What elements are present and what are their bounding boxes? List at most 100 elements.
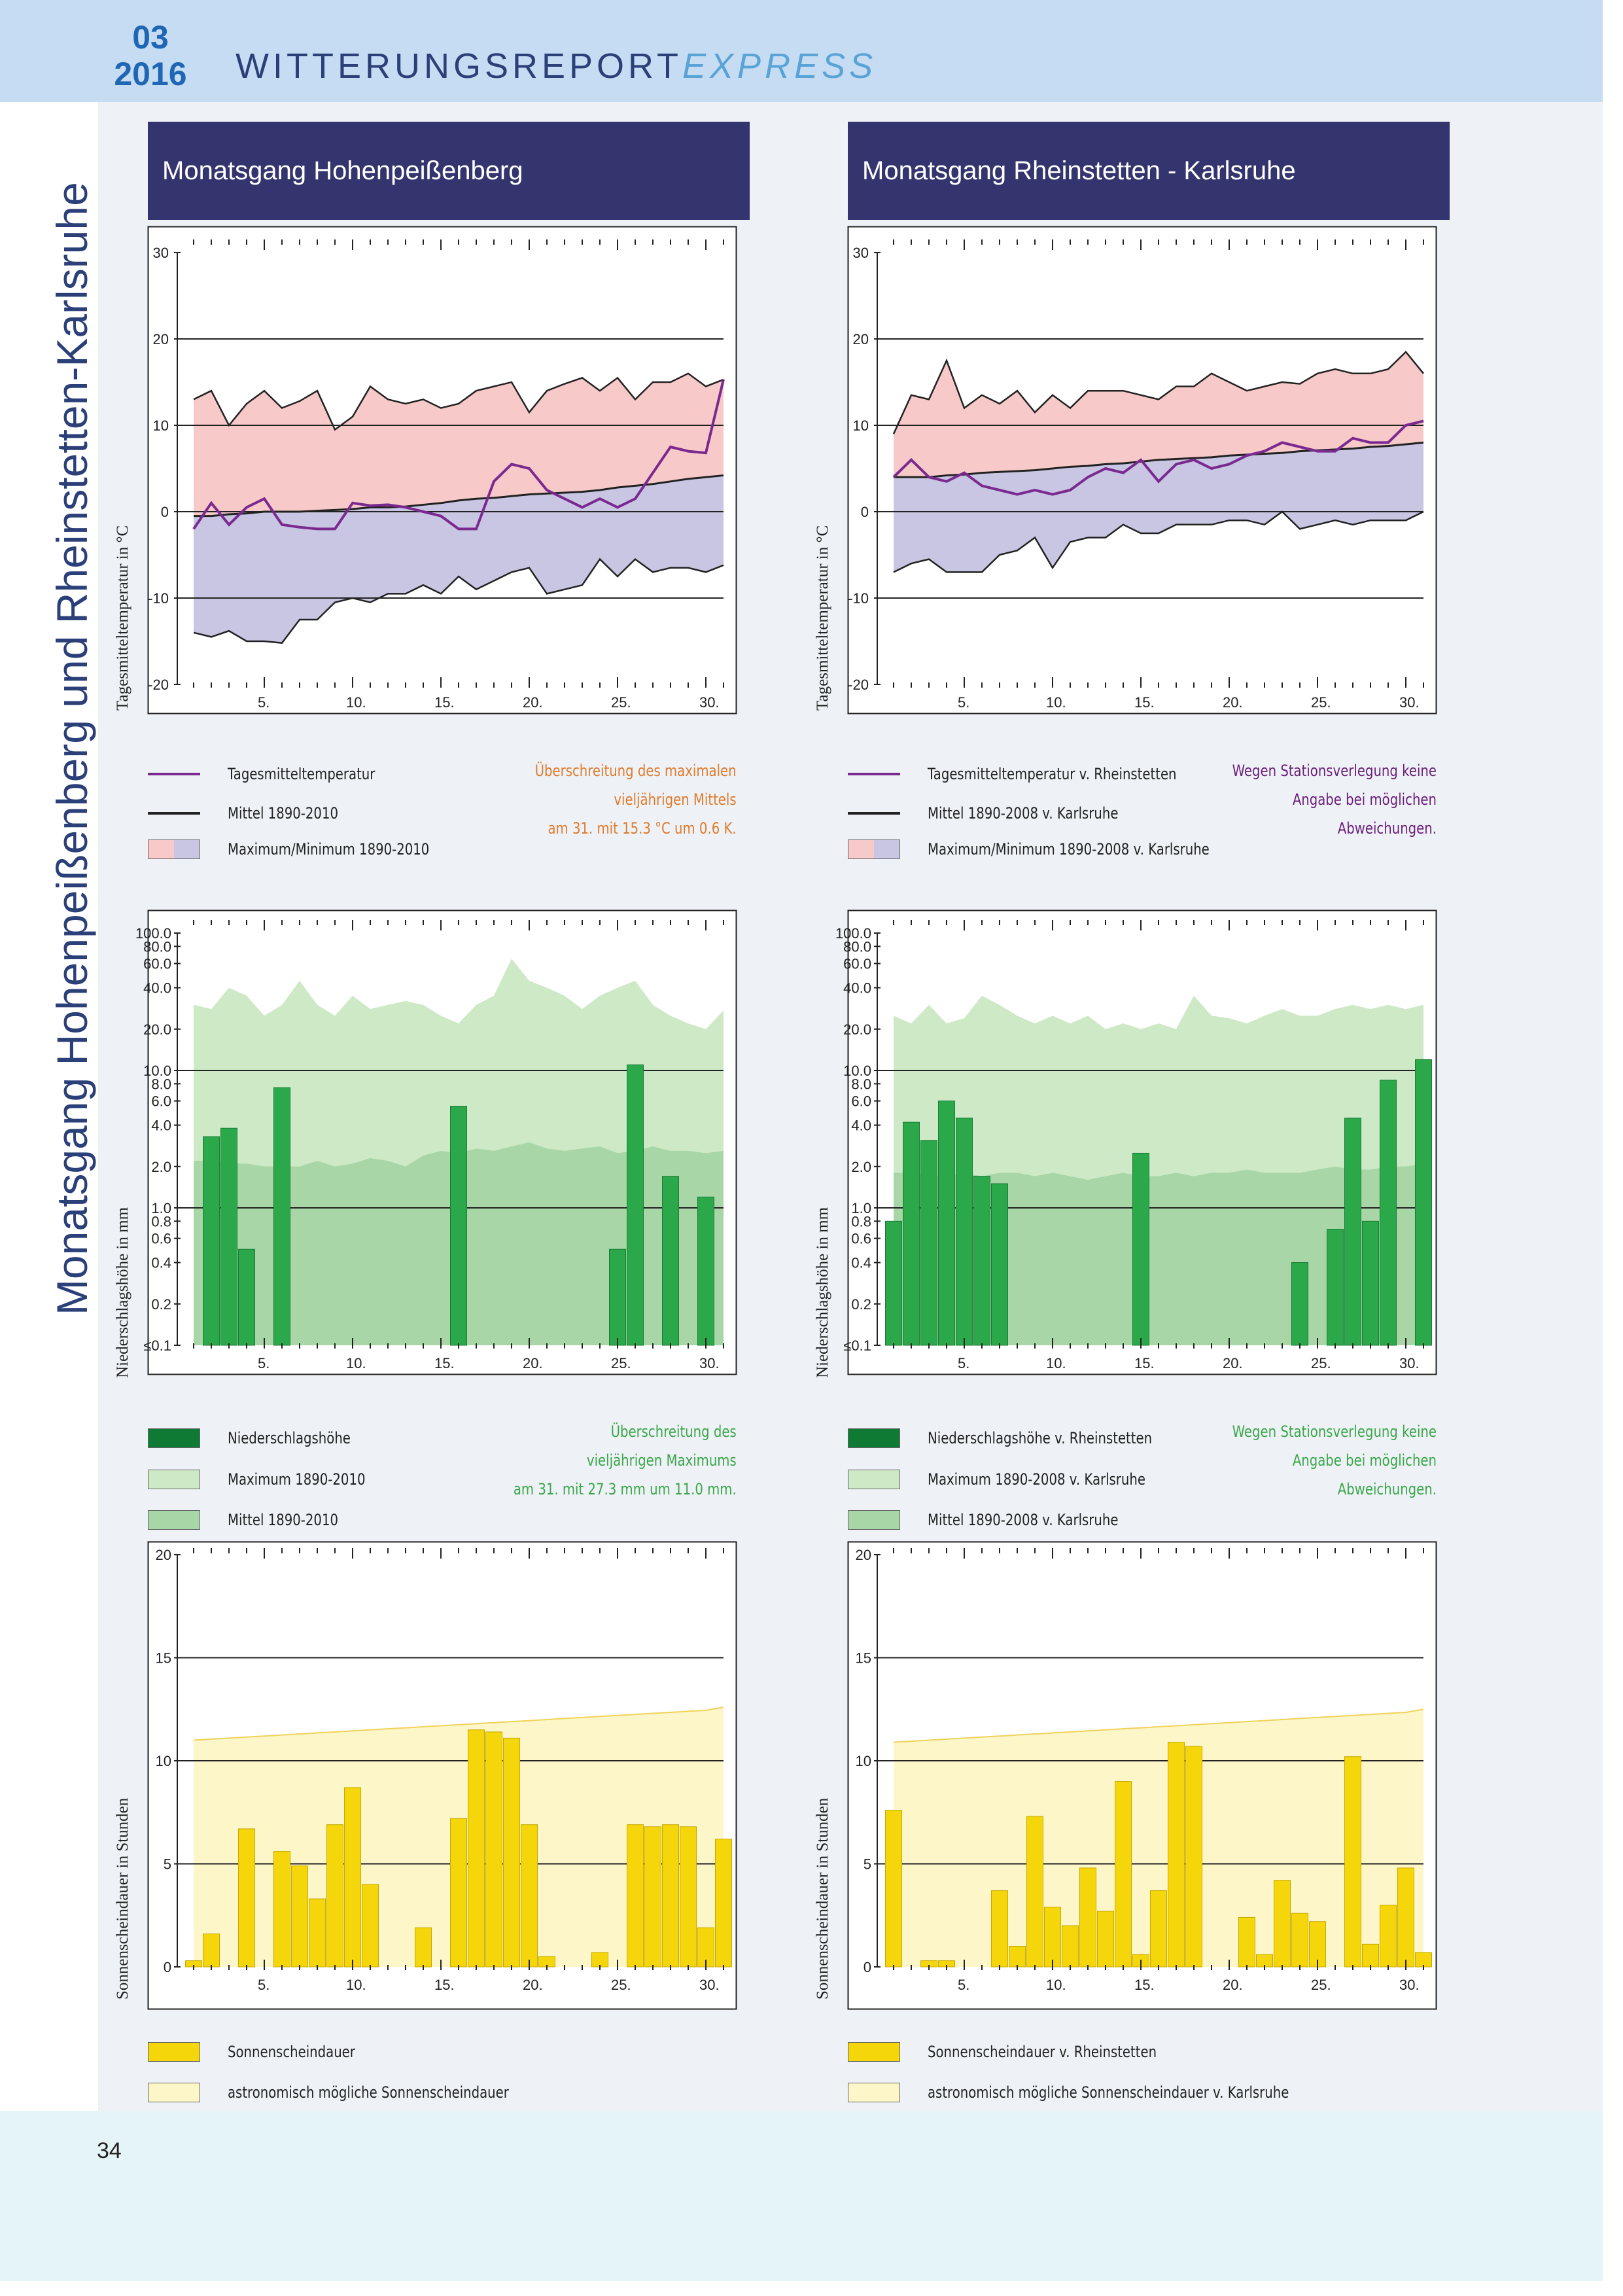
precip-bar (1415, 1059, 1432, 1346)
precip-bar (938, 1101, 955, 1346)
series-line-min (893, 510, 1424, 573)
legend-daily-mean-temp-swatch (148, 773, 200, 775)
ytick-label: 60.0 (843, 956, 871, 972)
temperature-chart-xtick-label: 25. (611, 694, 631, 711)
temperature-note-line: am 31. mit 15.3 °C um 0.6 K. (548, 819, 737, 838)
legend-precip-mean-label: Mittel 1890-2010 (228, 1511, 338, 1529)
precip-bar (1344, 1118, 1361, 1346)
legend-precip-mean: Mittel 1890-2008 v. Karlsruhe (848, 1509, 1160, 1531)
legend-max-min-temp: Maximum/Minimum 1890-2010 (148, 838, 474, 860)
sidebar-title: Monatsgang Hohenpeißenberg und Rheinstet… (48, 182, 96, 1315)
panel-title: Monatsgang Hohenpeißenberg (148, 122, 750, 220)
ytick-label: 0 (861, 504, 869, 520)
precip-bar (956, 1118, 973, 1346)
sunshine-bar (1079, 1867, 1096, 1968)
sunshine-bar (1415, 1952, 1432, 1968)
issue-year: 2016 (114, 56, 187, 92)
precipitation-note-line: Abweichungen. (1337, 1480, 1437, 1498)
precip-bar (609, 1248, 626, 1346)
temperature-chart-xtick-label: 15. (434, 694, 455, 711)
legend-precip-max-label: Maximum 1890-2008 v. Karlsruhe (928, 1470, 1145, 1489)
ytick-label: 4.0 (151, 1118, 171, 1134)
footer-band (0, 2111, 1603, 2281)
ytick-label: ≤0.1 (843, 1337, 871, 1354)
ytick-label: 0 (864, 1959, 871, 1975)
legend-sunshine: Sonnenscheindauer (148, 2041, 383, 2063)
sunshine-bar (521, 1824, 538, 1968)
series-line-max (193, 372, 724, 431)
precipitation-chart-xtick-label: 20. (523, 1355, 543, 1371)
sunshine-chart-svg: 20 15 10 5 0 5. 10. 15. 20. 25. 30. (147, 1541, 737, 2010)
ytick-label: 0.2 (851, 1296, 871, 1313)
sunshine-bar (273, 1851, 290, 1968)
ytick-label: 4.0 (851, 1118, 871, 1134)
page-header (0, 0, 1603, 102)
temperature-note: Wegen Stationsverlegung keine Angabe bei … (1232, 756, 1437, 843)
precip-bar (697, 1196, 714, 1346)
precip-bar (903, 1122, 920, 1346)
precip-bar (238, 1248, 255, 1346)
temperature-chart-xtick-label: 10. (346, 694, 366, 711)
min-range-area (194, 475, 724, 643)
sunshine-chart-xtick-label: 5. (958, 1977, 969, 1993)
sunshine-bar (468, 1729, 485, 1968)
sunshine-bar (1380, 1905, 1397, 1968)
ytick-label: 15 (156, 1650, 171, 1667)
precip-bar (991, 1183, 1008, 1346)
sunshine-bar (1168, 1742, 1185, 1968)
issue-number: 03 (132, 19, 169, 56)
legend-precipitation: Niederschlagshöhe v. Rheinstetten (848, 1427, 1201, 1449)
sunshine-bar (503, 1737, 520, 1968)
sunshine-bar (885, 1810, 902, 1968)
precipitation-y-axis-label: Niederschlagshöhe in mm (114, 1207, 131, 1378)
sunshine-bar (644, 1826, 661, 1968)
temperature-note-line: Wegen Stationsverlegung keine (1232, 762, 1437, 780)
max-range-area (194, 373, 724, 516)
series-line-mean (194, 474, 724, 518)
ytick-label: 2.0 (851, 1159, 871, 1175)
ytick-label: 10.0 (843, 1063, 871, 1079)
sunshine-bar (591, 1952, 608, 1968)
sunshine-bar (662, 1824, 679, 1968)
ytick-label: 20 (156, 1547, 171, 1563)
legend-precip-mean-swatch (148, 1510, 200, 1530)
temperature-chart: 30 20 10 0 -10 -20 5. 10. 15. 20. 25. 30. (147, 226, 737, 715)
legend-mean-temp-label: Mittel 1890-2010 (228, 804, 338, 822)
sunshine-chart-xtick-label: 10. (1046, 1977, 1066, 1993)
legend-precipitation-label: Niederschlagshöhe v. Rheinstetten (928, 1429, 1153, 1447)
precip-bar (1132, 1152, 1149, 1346)
precip-bar (1291, 1262, 1308, 1346)
panel-hohenpeissenberg: Monatsgang Hohenpeißenberg 30 20 10 0 -10 -20 5… (114, 102, 802, 2102)
precip-bar (920, 1140, 937, 1346)
sunshine-bar (1309, 1921, 1326, 1968)
precipitation-chart-xtick-label: 10. (346, 1355, 366, 1371)
precip-bar (450, 1106, 467, 1346)
precip-bar (973, 1176, 990, 1346)
temperature-chart-xtick-label: 25. (1311, 694, 1331, 711)
sunshine-bar (309, 1898, 326, 1968)
sunshine-bar (362, 1884, 379, 1968)
ytick-label: 20 (853, 331, 869, 347)
legend-precip-max-swatch (848, 1470, 900, 1489)
legend-precip-mean-label: Mittel 1890-2008 v. Karlsruhe (928, 1511, 1119, 1529)
temperature-y-axis-label: Tagesmitteltemperatur in °C (114, 525, 131, 711)
precip-bar (1362, 1220, 1379, 1346)
min-range-area (894, 442, 1423, 573)
legend-possible-sunshine-label: astronomisch mögliche Sonnenscheindauer (228, 2083, 509, 2102)
possible-sunshine-line (193, 1706, 724, 1741)
temperature-chart-svg: 30 20 10 0 -10 -20 5. 10. 15. 20. 25. 30. (147, 226, 737, 715)
sunshine-bar (715, 1839, 732, 1968)
ytick-label: 100.0 (835, 925, 871, 942)
ytick-label: 1.0 (151, 1200, 171, 1216)
ytick-label: 0.4 (851, 1255, 871, 1271)
sunshine-chart-xtick-label: 15. (1134, 1977, 1155, 1993)
ytick-label: 40.0 (143, 980, 171, 997)
precipitation-chart-xtick-label: 30. (1399, 1355, 1420, 1371)
ytick-label: 8.0 (151, 1076, 171, 1092)
ytick-label: -10 (848, 590, 869, 607)
temperature-chart-xtick-label: 5. (258, 694, 270, 711)
sunshine-chart-xtick-label: 10. (346, 1977, 366, 1993)
precipitation-note: Wegen Stationsverlegung keine Angabe bei … (1232, 1417, 1437, 1504)
temperature-note-line: Abweichungen. (1337, 819, 1437, 838)
legend-mean-temp-swatch (848, 812, 900, 815)
